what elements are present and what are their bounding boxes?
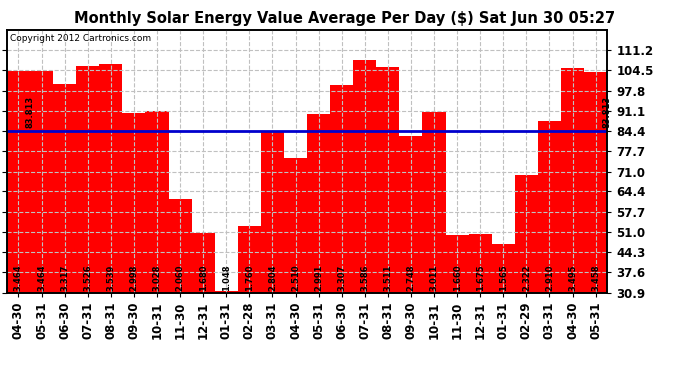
Text: 2.910: 2.910 [545, 264, 554, 291]
Bar [376, 67, 400, 375]
Bar [99, 64, 122, 375]
Bar [168, 199, 192, 375]
Text: 3.011: 3.011 [430, 264, 439, 291]
Text: 2.991: 2.991 [314, 264, 323, 291]
Bar [422, 112, 446, 375]
Bar [192, 233, 215, 375]
Text: 2.748: 2.748 [406, 264, 415, 291]
Bar [122, 114, 146, 375]
Text: 2.998: 2.998 [130, 265, 139, 291]
Bar [584, 72, 607, 375]
Bar [400, 136, 422, 375]
Text: 1.048: 1.048 [221, 264, 230, 291]
Text: 3.458: 3.458 [591, 264, 600, 291]
Bar [53, 84, 76, 375]
Text: 1.675: 1.675 [475, 264, 484, 291]
Bar [146, 111, 168, 375]
Bar [30, 71, 53, 375]
Text: 3.539: 3.539 [106, 265, 115, 291]
Bar [7, 71, 30, 375]
Text: 3.464: 3.464 [14, 264, 23, 291]
Text: Copyright 2012 Cartronics.com: Copyright 2012 Cartronics.com [10, 34, 151, 43]
Bar [307, 114, 330, 375]
Bar [538, 122, 561, 375]
Bar [561, 68, 584, 375]
Text: 1.660: 1.660 [453, 264, 462, 291]
Bar [215, 291, 238, 375]
Bar [515, 175, 538, 375]
Text: 83.813: 83.813 [26, 96, 34, 128]
Text: 2.060: 2.060 [175, 264, 184, 291]
Text: 3.526: 3.526 [83, 264, 92, 291]
Text: 3.464: 3.464 [37, 264, 46, 291]
Bar [238, 226, 261, 375]
Text: Monthly Solar Energy Value Average Per Day ($) Sat Jun 30 05:27: Monthly Solar Energy Value Average Per D… [75, 11, 615, 26]
Bar [469, 234, 492, 375]
Text: 3.307: 3.307 [337, 265, 346, 291]
Text: 3.511: 3.511 [384, 264, 393, 291]
Bar [446, 235, 469, 375]
Text: 2.510: 2.510 [291, 264, 300, 291]
Text: 2.804: 2.804 [268, 264, 277, 291]
Text: 3.586: 3.586 [360, 264, 369, 291]
Bar [261, 131, 284, 375]
Text: 3.495: 3.495 [568, 264, 577, 291]
Text: 2.322: 2.322 [522, 264, 531, 291]
Text: 83.813: 83.813 [602, 96, 611, 128]
Text: 1.760: 1.760 [245, 264, 254, 291]
Bar [76, 66, 99, 375]
Text: 1.680: 1.680 [199, 264, 208, 291]
Bar [353, 60, 376, 375]
Text: 3.317: 3.317 [60, 265, 69, 291]
Text: 1.565: 1.565 [499, 264, 508, 291]
Bar [330, 86, 353, 375]
Bar [284, 158, 307, 375]
Text: 3.028: 3.028 [152, 265, 161, 291]
Bar [492, 244, 515, 375]
